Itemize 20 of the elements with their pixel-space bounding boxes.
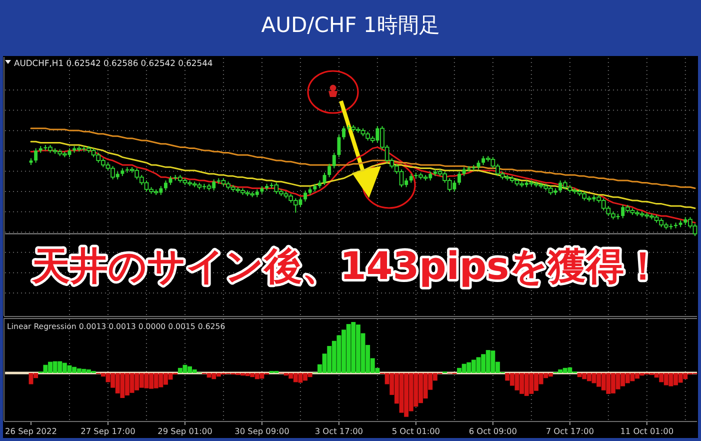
x-tick-label: 7 Oct 17:00 <box>546 426 594 436</box>
candlestick <box>34 148 38 164</box>
candlestick <box>304 190 307 202</box>
x-tick-label: 30 Sep 09:00 <box>234 426 290 436</box>
x-tick-label: 3 Oct 17:00 <box>314 426 364 436</box>
x-tick-label: 5 Oct 01:00 <box>392 426 440 436</box>
candlestick <box>458 171 461 186</box>
candlestick <box>337 134 341 158</box>
x-tick-label: 29 Sep 01:00 <box>158 426 212 436</box>
chart-title: AUD/CHF 1時間足 <box>261 13 440 37</box>
candlestick <box>164 180 168 191</box>
x-tick-label: 26 Sep 2022 <box>5 426 57 436</box>
chart-subtitle: AUDCHF,H1 0.62542 0.62586 0.62542 0.62544 <box>14 58 213 68</box>
x-tick-label: 6 Oct 09:00 <box>468 426 517 436</box>
candlestick <box>332 152 336 169</box>
candlestick <box>342 126 346 140</box>
x-tick-label: 27 Sep 17:00 <box>80 426 136 436</box>
x-tick-label: 11 Oct 01:00 <box>620 426 674 436</box>
candlestick <box>328 163 332 178</box>
text: 天井のサイン後、143pipsを獲得！ <box>30 244 662 288</box>
